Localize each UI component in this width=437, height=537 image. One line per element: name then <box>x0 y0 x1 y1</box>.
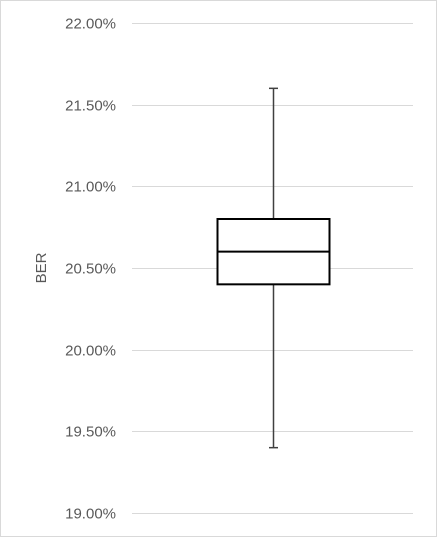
y-tick-label: 21.50% <box>65 98 116 115</box>
y-tick-label: 19.50% <box>65 424 116 441</box>
y-tick-label: 19.00% <box>65 506 116 523</box>
box-plot <box>216 87 331 449</box>
y-tick-label: 21.00% <box>65 179 116 196</box>
y-axis-title: BER <box>33 252 50 283</box>
y-tick-label: 20.00% <box>65 343 116 360</box>
y-tick-label: 22.00% <box>65 16 116 33</box>
y-tick-label: 20.50% <box>65 261 116 278</box>
gridlines <box>132 23 413 514</box>
y-tick-labels: 22.00% 21.50% 21.00% 20.50% 20.00% 19.50% 19.0… <box>65 16 116 523</box>
